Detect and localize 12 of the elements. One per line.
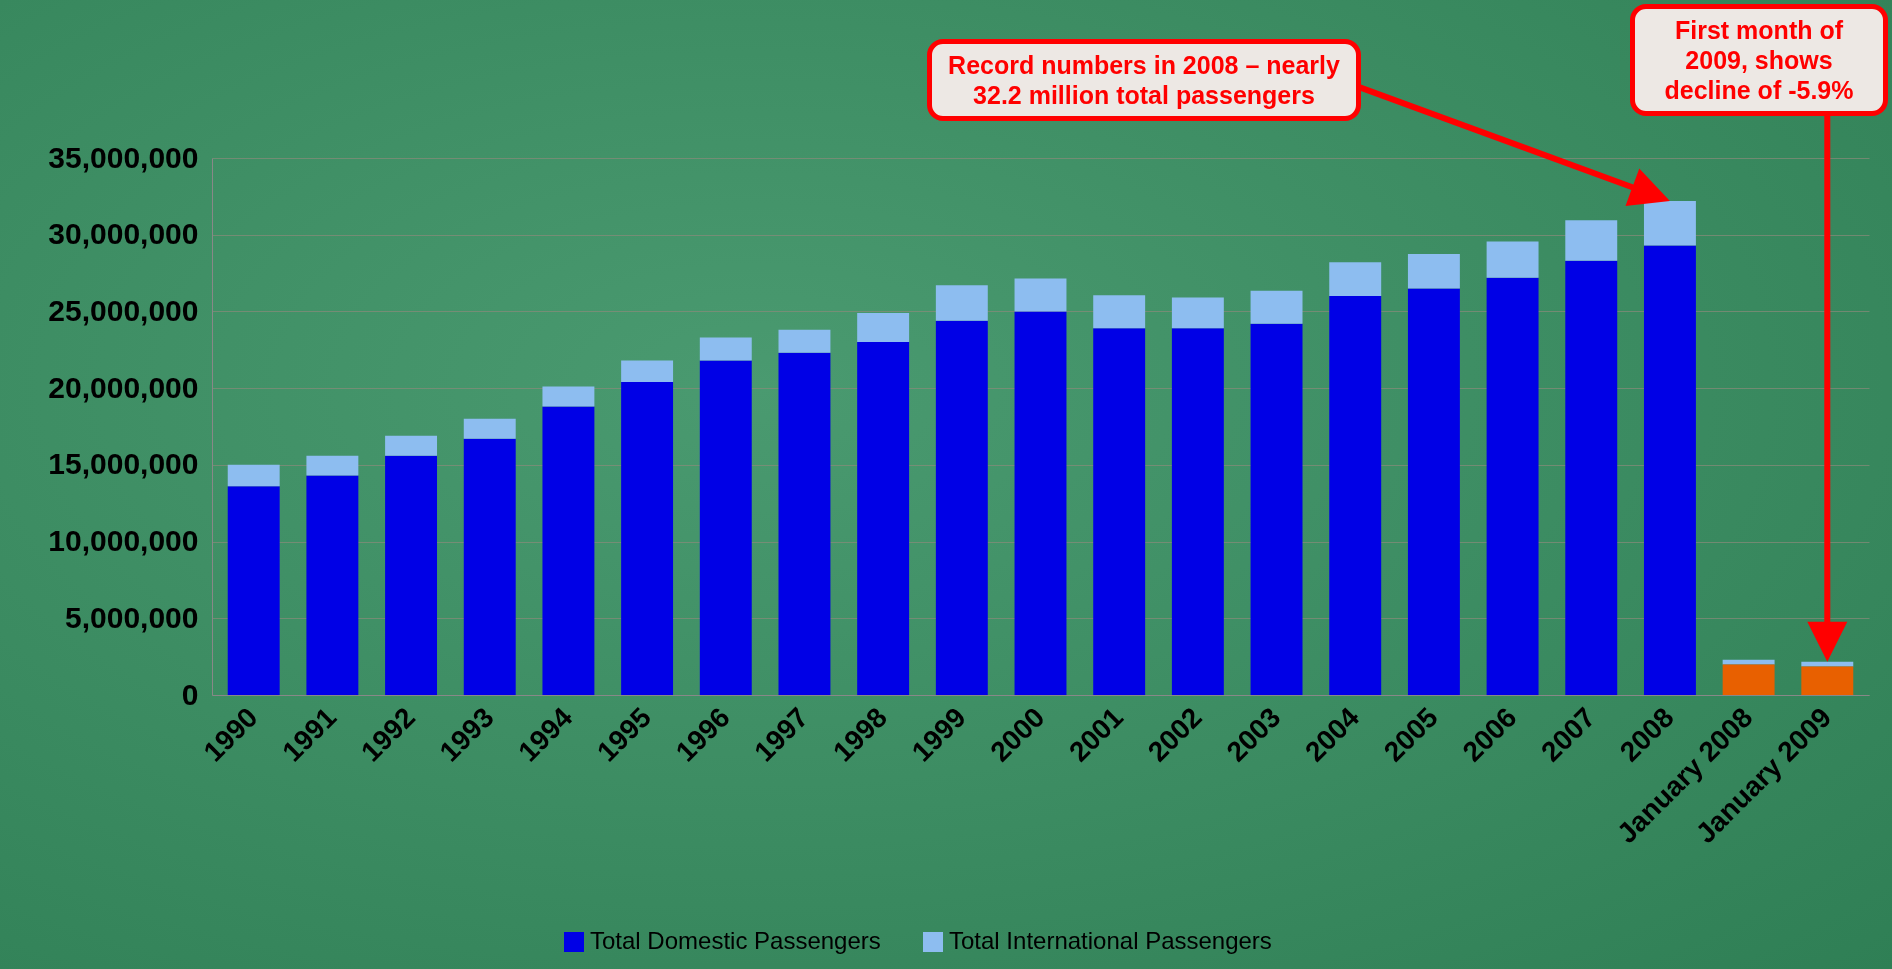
y-tick-label: 25,000,000 [48,293,199,327]
legend-label: Total Domestic Passengers [590,927,881,954]
y-tick-label: 15,000,000 [48,447,199,481]
y-tick-label: 20,000,000 [48,370,199,404]
y-tick-label: 35,000,000 [48,140,199,174]
text: First month of 2009, shows decline of -5.9% [1630,4,1888,116]
y-tick-label: 10,000,000 [48,524,199,558]
y-tick-label: 5,000,000 [65,600,199,634]
y-tick-label: 30,000,000 [48,217,199,251]
text: Record numbers in 2008 – nearly 32.2 million total passengers [927,39,1361,121]
legend-label: Total International Passengers [949,927,1272,954]
y-tick-label: 0 [181,677,199,711]
